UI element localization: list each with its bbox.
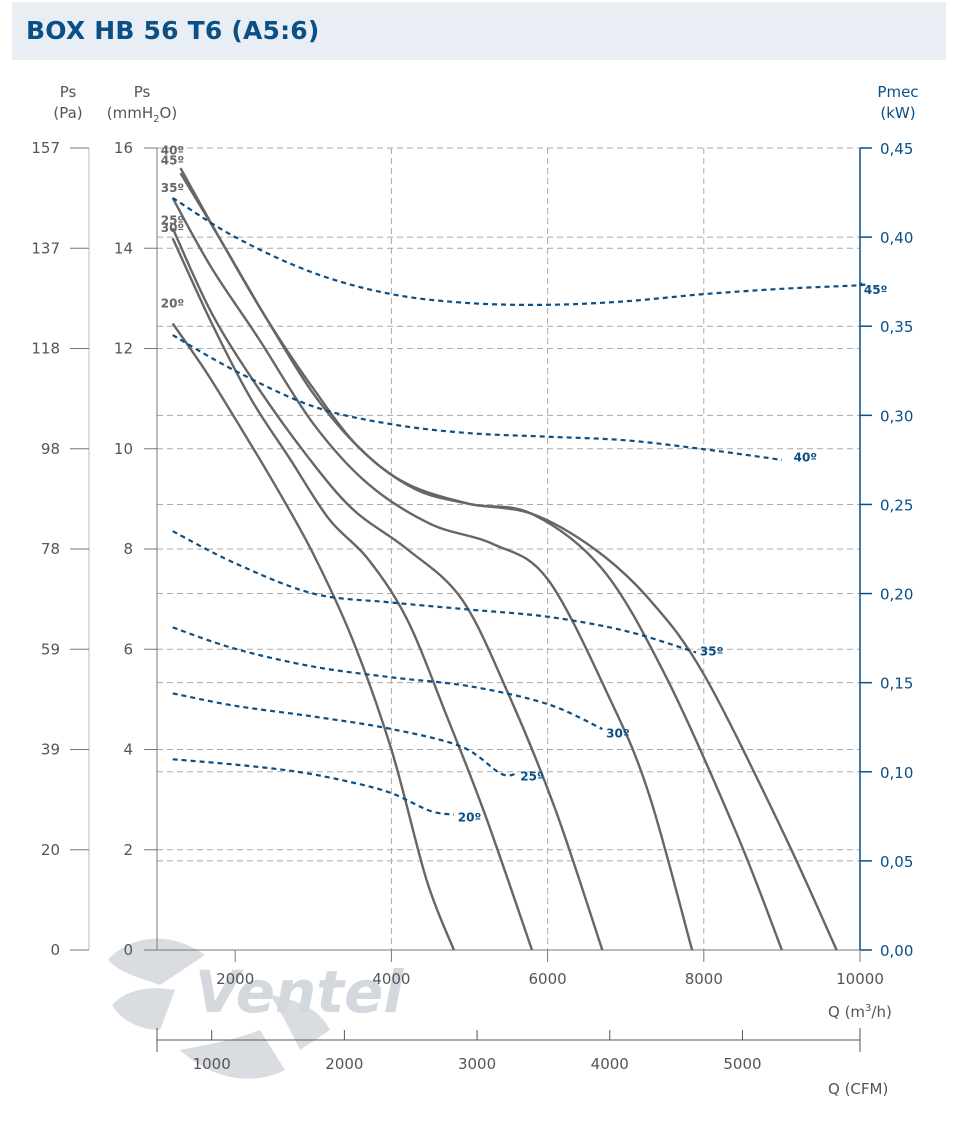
- y-tick-label-mm: 8: [123, 540, 133, 558]
- y-left-pa-unit: (Pa): [53, 104, 82, 122]
- y-right-unit: (kW): [880, 104, 915, 122]
- pmec-curve-label: 40º: [794, 450, 818, 464]
- x-secondary-title: Q (CFM): [828, 1080, 888, 1098]
- x-tick-label-cfm: 4000: [591, 1055, 629, 1073]
- grid: [157, 147, 860, 950]
- y-tick-label-kw: 0,15: [880, 675, 913, 693]
- ps-curve-25deg: [171, 237, 534, 951]
- x-tick-label-cfm: 1000: [193, 1055, 231, 1073]
- y-tick-label-pa: 39: [41, 741, 60, 759]
- ps-curve-30deg: [171, 227, 604, 951]
- y-tick-label-mm: 0: [123, 941, 133, 959]
- title-bar: BOX HB 56 T6 (A5:6): [12, 2, 946, 60]
- y-tick-label-kw: 0,10: [880, 764, 913, 782]
- x-tick-label-m3h: 2000: [216, 970, 254, 988]
- ventel-watermark: Ventel: [108, 938, 404, 1079]
- pmec-curve-35deg: [172, 530, 697, 654]
- y-right-title: Pmec: [877, 83, 918, 101]
- y-tick-label-kw: 0,35: [880, 318, 913, 336]
- ps-curve-45deg: [179, 167, 838, 951]
- y-left-mm-title: Ps: [134, 83, 151, 101]
- y-tick-label-pa: 20: [41, 841, 60, 859]
- y-tick-label-mm: 2: [123, 841, 133, 859]
- y-tick-label-kw: 0,40: [880, 229, 913, 247]
- ps-curve-40deg: [179, 172, 784, 951]
- y-left-mm-unit: (mmH2O): [107, 104, 177, 125]
- pmec-curve-25deg: [172, 692, 517, 777]
- ps-curves: [171, 167, 838, 951]
- pmec-curve-40deg: [172, 334, 783, 461]
- y-left-pa-title: Ps: [60, 83, 77, 101]
- x-tick-label-m3h: 4000: [372, 970, 410, 988]
- ps-curve-label: 30º: [161, 221, 185, 235]
- y-tick-label-kw: 0,45: [880, 140, 913, 158]
- y-tick-label-mm: 6: [123, 640, 133, 658]
- y-tick-label-pa: 137: [31, 239, 60, 257]
- pmec-curve-30deg: [172, 626, 603, 730]
- y-tick-label-mm: 12: [114, 340, 133, 358]
- ps-curve-label: 25º: [161, 214, 185, 228]
- x-primary-title: Q (m3/h): [828, 1003, 892, 1021]
- ps-curve-label: 35º: [161, 181, 185, 195]
- y-tick-label-pa: 59: [41, 640, 60, 658]
- y-tick-label-pa: 98: [41, 440, 60, 458]
- pmec-curve-label: 45º: [864, 283, 888, 297]
- ps-curve-label: 20º: [161, 296, 185, 310]
- y-tick-label-kw: 0,05: [880, 853, 913, 871]
- y-tick-label-pa: 157: [31, 139, 60, 157]
- ps-curve-label: 45º: [161, 154, 185, 168]
- y-tick-label-kw: 0,00: [880, 942, 913, 960]
- pmec-curves: [172, 196, 867, 816]
- chart-title: BOX HB 56 T6 (A5:6): [26, 16, 320, 45]
- ps-curve-20deg: [171, 322, 456, 951]
- axes: 0 20 39 59 78 98 118 137 157 0 2 4 6 8 10 12 14 16 0,00 0,0…: [31, 139, 913, 1073]
- y-tick-label-pa: 118: [31, 340, 60, 358]
- x-tick-label-cfm: 3000: [458, 1055, 496, 1073]
- pmec-curve-20deg: [172, 758, 455, 816]
- watermark-text: Ventel: [195, 958, 404, 1026]
- y-tick-label-kw: 0,20: [880, 586, 913, 604]
- pmec-curve-45deg: [172, 196, 867, 307]
- y-tick-label-mm: 10: [114, 440, 133, 458]
- ps-curve-35deg: [171, 197, 694, 951]
- y-tick-label-pa: 0: [50, 941, 60, 959]
- pmec-curve-label: 20º: [458, 810, 482, 824]
- y-tick-label-kw: 0,25: [880, 496, 913, 514]
- y-tick-label-kw: 0,30: [880, 407, 913, 425]
- x-tick-label-m3h: 10000: [836, 970, 884, 988]
- x-tick-label-cfm: 5000: [723, 1055, 761, 1073]
- x-tick-label-m3h: 8000: [685, 970, 723, 988]
- ps-curve-label: 40º: [161, 144, 185, 158]
- y-tick-label-mm: 16: [114, 139, 133, 157]
- pmec-curve-label: 35º: [700, 645, 724, 659]
- pmec-curve-label: 30º: [606, 727, 630, 741]
- y-tick-label-pa: 78: [41, 540, 60, 558]
- y-tick-label-mm: 14: [114, 239, 133, 257]
- x-tick-label-m3h: 6000: [529, 970, 567, 988]
- pmec-curve-label: 25º: [520, 769, 544, 783]
- y-tick-label-mm: 4: [123, 741, 133, 759]
- x-tick-label-cfm: 2000: [325, 1055, 363, 1073]
